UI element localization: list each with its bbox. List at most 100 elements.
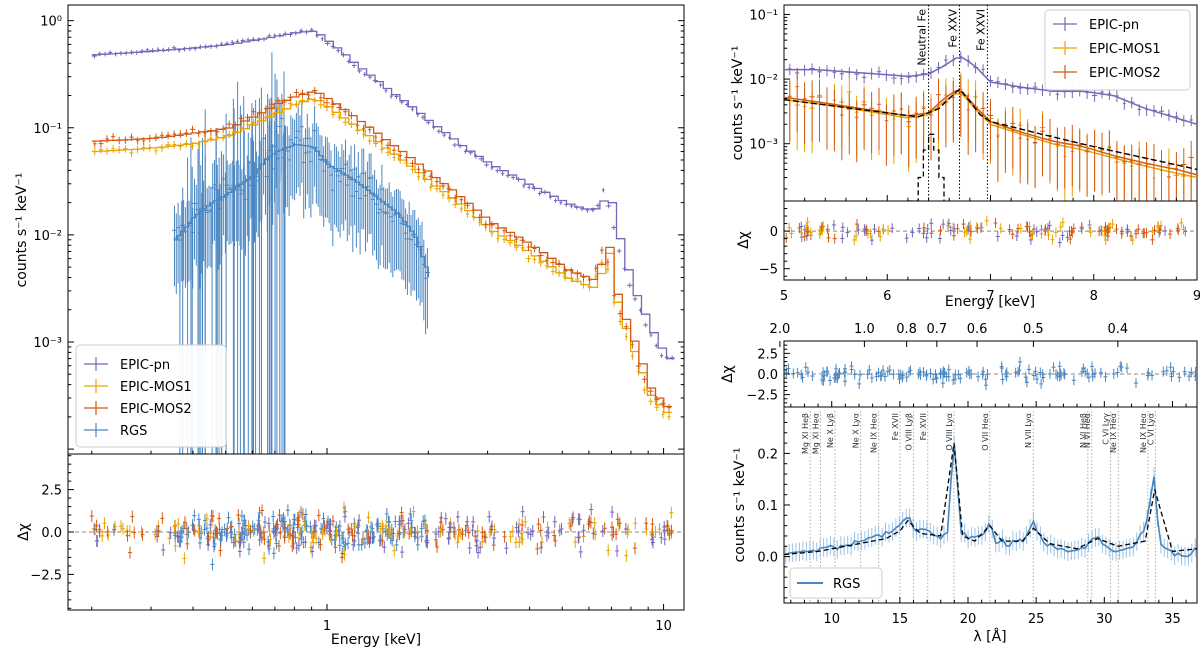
main-legend-entry: RGS <box>84 423 147 439</box>
main-legend-label: EPIC-MOS1 <box>120 380 192 395</box>
rgs-line-label: Ne IX Heα <box>1109 413 1118 453</box>
rgs-x-tick-label: 20 <box>960 612 977 627</box>
fe-line-label: Fe XXV <box>947 9 960 48</box>
fe-neutral-component <box>907 133 945 202</box>
rgs-model-line <box>783 443 1198 556</box>
fe-y-tick-label: 10⁻³ <box>749 138 778 153</box>
fe-y-label: counts s⁻¹ keV⁻¹ <box>730 46 746 161</box>
main-y-tick-label: 10⁻¹ <box>33 122 62 137</box>
rgs-resid-y-tick-label: 0.0 <box>757 368 778 383</box>
rgs-line-label: N VI Heα <box>1083 413 1092 448</box>
rgs-top-tick-label: 0.5 <box>1023 322 1044 337</box>
rgs-line-label: C VI Lyα <box>1146 413 1155 445</box>
rgs-legend: RGS <box>789 567 883 599</box>
fe-legend: EPIC-pn EPIC-MOS1 EPIC-MOS2 <box>1044 9 1191 91</box>
main-resid-y-label: Δχ <box>16 523 32 541</box>
rgs-resid-y-tick-label: 2.5 <box>757 347 778 362</box>
main-legend-box <box>75 344 227 448</box>
main-resid-y-tick-label: −2.5 <box>30 568 62 583</box>
fe-x-tick-label: 5 <box>780 289 788 304</box>
rgs-y-tick-label: 0.0 <box>757 551 778 566</box>
rgs-legend-box <box>789 567 883 599</box>
main-legend-entry: EPIC-pn <box>84 357 170 373</box>
rgs-line-label: O VII Heα <box>981 413 990 451</box>
fe-legend-entry: EPIC-MOS2 <box>1053 65 1161 81</box>
rgs-line-label: O VIII Lyα <box>945 413 954 451</box>
fe-residual-frame <box>783 200 1198 281</box>
rgs-line-label: C VI Lyγ <box>1101 413 1110 445</box>
rgs-line-label: N VII Lyα <box>1024 413 1033 448</box>
main-y-tick-label: 10⁰ <box>40 15 62 30</box>
rgs-line-label: Mg XI Heβ <box>801 413 810 454</box>
rgs-line-label: Ne X Lyβ <box>826 413 835 448</box>
rgs-x-tick-label: 10 <box>823 612 840 627</box>
rgs-line-label: Mg XI Heα <box>811 413 820 454</box>
main-epic-pn-residuals <box>92 503 667 559</box>
main-y-tick-label: 10⁻² <box>33 229 62 244</box>
fe-legend-label: EPIC-pn <box>1089 18 1139 33</box>
fe-x-tick-label: 9 <box>1193 289 1200 304</box>
rgs-rgs-residuals <box>784 356 1198 391</box>
fe-x-tick-label: 7 <box>986 289 994 304</box>
rgs-legend-label: RGS <box>833 577 860 592</box>
main-x-tick-label: 10 <box>655 619 672 634</box>
rgs-line-label: Fe XVII <box>919 413 928 440</box>
rgs-line-label: Ne X Lyα <box>852 413 861 448</box>
rgs-x-label: λ [Å] <box>973 628 1006 645</box>
rgs-spectrum-panel: Mg XI Heβ Mg XI Heα Ne X Lyβ Ne X Lyα Ne IX … <box>732 406 1198 645</box>
fe-y-tick-label: 10⁻¹ <box>749 8 778 23</box>
main-legend-label: RGS <box>120 424 147 439</box>
rgs-top-tick-label: 2.0 <box>770 322 791 337</box>
fe-y-tick-label: 10⁻² <box>749 73 778 88</box>
rgs-x-tick-label: 15 <box>892 612 909 627</box>
rgs-line-label: N VI Heβ <box>1079 413 1088 448</box>
rgs-x-tick-label: 25 <box>1028 612 1045 627</box>
fe-line-label: Neutral Fe <box>916 9 929 66</box>
rgs-line-label: O VIII Lyβ <box>905 413 914 451</box>
rgs-top-tick-label: 0.7 <box>926 322 947 337</box>
rgs-y-label: counts s⁻¹ keV⁻¹ <box>732 448 748 563</box>
main-epic-mos2-model <box>91 91 673 408</box>
main-x-tick-label: 1 <box>323 619 331 634</box>
rgs-residual-panel: −2.5 0.0 2.5 2.0 1.0 0.8 0.7 0.6 0.5 0.4 Δχ <box>720 322 1198 408</box>
fe-spectrum-panel: Neutral Fe Fe XXV Fe XXVI 10⁻³ 10⁻² 10⁻¹ cou… <box>730 4 1198 224</box>
fe-legend-box <box>1044 9 1191 91</box>
fe-residual-panel: −5 0 5 6 7 8 9 Δχ Energy [keV] <box>736 200 1200 310</box>
rgs-x-tick-label: 30 <box>1096 612 1113 627</box>
main-spectrum-panel: 10⁻³ 10⁻² 10⁻¹ 10⁰ counts s⁻¹ keV⁻¹ EPIC-pn… <box>14 4 685 455</box>
fe-x-label: Energy [keV] <box>945 294 1035 310</box>
main-y-tick-label: 10⁻³ <box>33 336 62 351</box>
main-rgs-points <box>172 93 430 335</box>
rgs-y-tick-label: 0.2 <box>757 447 778 462</box>
rgs-top-tick-label: 0.6 <box>967 322 988 337</box>
rgs-legend-entry: RGS <box>797 577 860 592</box>
rgs-top-tick-label: 0.4 <box>1108 322 1129 337</box>
main-rgs-model <box>173 143 429 278</box>
fe-resid-y-tick-label: 0 <box>770 225 778 240</box>
fe-x-tick-label: 6 <box>883 289 891 304</box>
rgs-line-label: Ne IX Heα <box>1139 413 1148 453</box>
rgs-x-tick-label: 35 <box>1164 612 1181 627</box>
main-epic-mos1-model <box>91 98 673 414</box>
fe-legend-entry: EPIC-MOS1 <box>1053 41 1161 57</box>
fe-epic-pn-model <box>784 57 1198 126</box>
rgs-top-tick-label: 1.0 <box>854 322 875 337</box>
rgs-resid-y-label: Δχ <box>720 365 736 383</box>
fe-x-tick-label: 8 <box>1090 289 1098 304</box>
main-resid-y-tick-label: 2.5 <box>41 484 62 499</box>
rgs-resid-y-tick-label: −2.5 <box>746 389 778 404</box>
rgs-line-label: Fe XVII <box>891 413 900 440</box>
main-residual-panel: −2.5 0.0 2.5 1 10 Δχ Energy [keV] <box>16 453 685 648</box>
main-legend-label: EPIC-pn <box>120 358 170 373</box>
fe-resid-y-tick-label: −5 <box>759 263 778 278</box>
fe-epic-mos2-residuals <box>784 218 1181 245</box>
main-resid-y-tick-label: 0.0 <box>41 526 62 541</box>
fe-legend-label: EPIC-MOS2 <box>1089 66 1161 81</box>
main-x-label: Energy [keV] <box>331 632 421 648</box>
fe-total-model <box>783 88 1198 171</box>
fe-resid-y-label: Δχ <box>736 231 752 249</box>
rgs-line-label: Ne IX Heα <box>870 413 879 453</box>
rgs-y-tick-label: 0.1 <box>757 499 778 514</box>
fe-legend-label: EPIC-MOS1 <box>1089 42 1161 57</box>
main-legend-entry: EPIC-MOS2 <box>84 401 192 417</box>
